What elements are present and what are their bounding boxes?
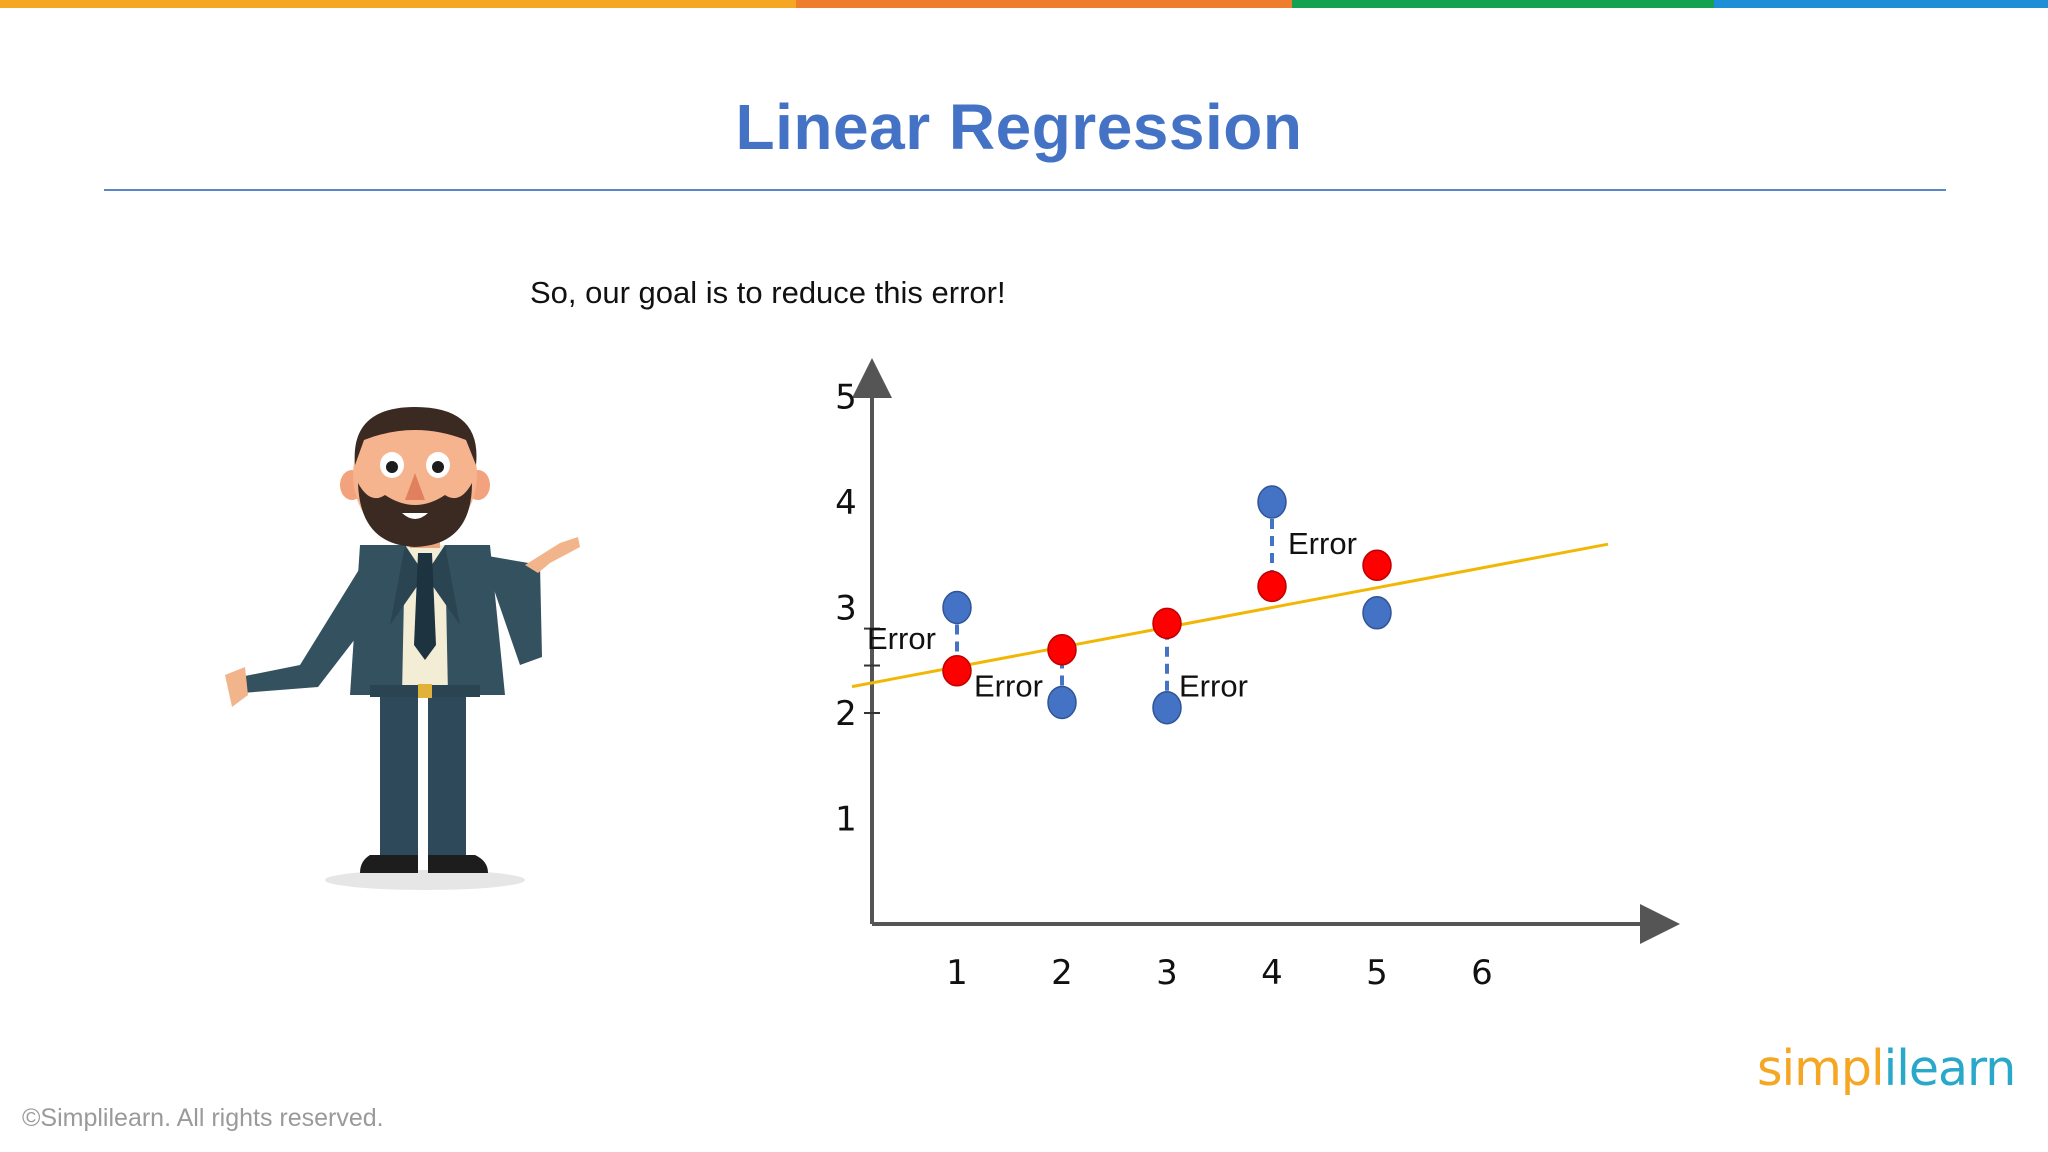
predicted-data-point	[942, 655, 972, 687]
actual-data-point	[1257, 485, 1287, 519]
actual-data-point	[1152, 690, 1182, 725]
error-annotation: Error	[1288, 526, 1357, 561]
slide-title: Linear Regression	[735, 91, 1303, 163]
x-tick-label: 6	[1471, 953, 1493, 993]
predicted-data-point	[1047, 633, 1077, 666]
y-tick-label: 2	[835, 694, 857, 734]
actual-data-point	[1362, 596, 1392, 630]
top-bar-segment-blue	[1714, 0, 2048, 8]
actual-data-point	[1047, 685, 1077, 720]
x-tick-label: 5	[1366, 953, 1388, 993]
top-bar-segment-green	[1292, 0, 1714, 8]
slide-subtitle: So, our goal is to reduce this error!	[530, 275, 1006, 310]
x-tick-label: 3	[1156, 953, 1178, 993]
logo-part-learn: ilearn	[1883, 1040, 2017, 1097]
top-color-bar	[0, 0, 2048, 8]
title-divider	[104, 189, 1946, 191]
predicted-data-point	[1362, 549, 1392, 582]
top-bar-segment-orange	[0, 0, 796, 8]
copyright-text: ©Simplilearn. All rights reserved.	[22, 1104, 384, 1132]
error-annotation: Error	[1179, 669, 1248, 704]
error-annotation: Error	[974, 669, 1043, 704]
simplilearn-logo: simplilearn	[1757, 1040, 2017, 1097]
y-tick-label: 1	[835, 800, 857, 840]
top-bar-segment-darkorange	[796, 0, 1292, 8]
error-annotation: Error	[867, 621, 936, 656]
x-tick-label: 4	[1261, 953, 1283, 993]
chart-plot-area: 1 2 3 4 5 1 2 3 4 5 6 Error Error Error Error	[835, 358, 1680, 993]
predicted-data-point	[1257, 570, 1287, 603]
predicted-data-point	[1152, 607, 1182, 640]
regression-line	[851, 542, 1609, 689]
x-tick-label: 2	[1051, 953, 1073, 993]
logo-part-simpl: simpl	[1757, 1040, 1885, 1097]
y-tick-label: 5	[835, 378, 857, 418]
actual-data-point	[942, 590, 972, 625]
x-tick-label: 1	[946, 953, 968, 993]
y-tick-label: 4	[835, 483, 857, 523]
y-tick-label: 3	[835, 589, 857, 629]
cartoon-presenter-icon	[225, 407, 580, 890]
